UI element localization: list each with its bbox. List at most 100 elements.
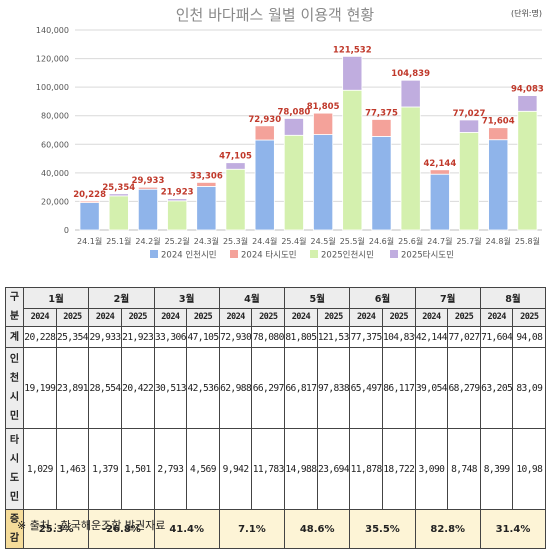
table-cell: 104,839 [381, 326, 416, 348]
month-header: 1월 [22, 287, 90, 309]
table-cell: 11,878 [349, 428, 383, 510]
bar-segment [254, 139, 275, 231]
chart-title: 인천 바다패스 월별 이용객 현황 [176, 6, 375, 24]
table-cell: 11,783 [251, 428, 286, 510]
x-tick-label: 25.3월 [223, 236, 248, 246]
table-cell: 47,105 [186, 326, 220, 348]
y-tick-label: 120,000 [36, 55, 69, 64]
legend: 2024 인천시민 2024 타시도민 2025인천시민 2025타시도민 [150, 250, 454, 261]
source-footnote: ※ 출처 : 한국해운조합 발권자료 [17, 519, 166, 532]
table-cell: 1,501 [120, 428, 155, 510]
row-label: 계 [5, 326, 24, 348]
year-header: 2024 [88, 307, 122, 328]
year-header: 2025 [381, 307, 416, 328]
table-cell: 2,793 [153, 428, 188, 510]
month-header: 8월 [479, 287, 547, 309]
y-tick-label: 40,000 [41, 169, 69, 178]
x-tick-label: 24.4월 [252, 236, 277, 246]
legend-swatch [150, 250, 158, 258]
table-cell: 97,838 [316, 347, 351, 429]
data-label: 33,306 [190, 171, 223, 181]
table-cell: 65,497 [349, 347, 383, 429]
data-label: 71,604 [482, 117, 515, 127]
bar-segment [429, 169, 450, 175]
y-tick-label: 0 [64, 226, 69, 235]
x-tick-label: 24.2월 [135, 236, 160, 246]
table-cell: 19,199 [23, 347, 57, 429]
bar-segment [108, 195, 129, 231]
table-cell: 8,399 [479, 428, 514, 510]
table-cell: 9,942 [218, 428, 253, 510]
bar-segment [108, 193, 129, 197]
table-cell: 21,923 [120, 326, 155, 348]
year-header: 2025 [512, 307, 547, 328]
bar-segment [254, 125, 275, 141]
table-cell: 63,205 [479, 347, 514, 429]
data-label: 21,923 [161, 188, 194, 198]
table-cell: 66,817 [284, 347, 318, 429]
bar-segment [196, 182, 217, 187]
bar-segment [313, 134, 334, 231]
bar-segment [371, 119, 392, 137]
table-row: 인 천 시 민 19,199 23,891 28,554 20,422 30,513 42,536… [5, 347, 547, 429]
year-header: 2024 [23, 307, 57, 328]
legend-swatch [310, 250, 318, 258]
year-header: 2024 [349, 307, 383, 328]
data-label: 94,083 [511, 85, 544, 95]
table-row: 타 시 도 민 1,029 1,463 1,379 1,501 2,793 4,569 9,942 1… [5, 428, 547, 510]
bar-segment [283, 134, 304, 231]
legend-swatch [230, 250, 238, 258]
bar-segment [313, 112, 334, 135]
data-label: 77,027 [453, 109, 486, 119]
x-axis-ticks: 24.1월 25.1월 24.2월 25.2월 24.3월 25.3월 24.4월 25.4월… [77, 236, 540, 246]
bar-segment [371, 136, 392, 231]
month-header: 6월 [349, 287, 416, 309]
data-label: 72,930 [248, 115, 281, 125]
bar-segment [225, 162, 246, 170]
table-cell: 29,933 [88, 326, 122, 348]
bar-segment [400, 106, 421, 231]
legend-label: 2024 타시도민 [241, 250, 297, 261]
table-cell: 23,694 [316, 428, 351, 510]
table-cell: 71,604 [479, 326, 514, 348]
table-cell: 39,054 [414, 347, 449, 429]
table-cell: 86,117 [381, 347, 416, 429]
bar-segment [225, 168, 246, 231]
table-cell: 42,536 [186, 347, 220, 429]
year-header: 2025 [447, 307, 481, 328]
corner-char-2: 분 [9, 311, 20, 322]
table-cell: 33,306 [153, 326, 188, 348]
year-header: 2024 [479, 307, 514, 328]
year-header: 2025 [251, 307, 286, 328]
bar-segment [79, 202, 100, 231]
table-cell: 68,279 [447, 347, 481, 429]
x-tick-label: 24.3월 [194, 236, 219, 246]
table-cell: 83,09 [512, 347, 547, 429]
y-axis-ticks: 0 20,000 40,000 60,000 80,000 100,000 120,000 1… [36, 26, 69, 235]
bar-segment [196, 186, 217, 231]
x-tick-label: 24.5월 [311, 236, 336, 246]
table-cell: 18,722 [381, 428, 416, 510]
bar-segment [488, 139, 509, 231]
table-cell: 28,554 [88, 347, 122, 429]
month-header: 2월 [88, 287, 155, 309]
month-header: 5월 [284, 287, 351, 309]
bar-segment [342, 89, 363, 231]
bar-segment [167, 200, 188, 231]
growth-cell: 35.5% [349, 509, 416, 549]
data-label: 29,933 [132, 176, 165, 186]
x-tick-label: 24.1월 [77, 236, 102, 246]
legend-label: 2024 인천시민 [161, 250, 217, 261]
data-label: 42,144 [423, 159, 456, 169]
table-cell: 14,988 [284, 428, 318, 510]
table-cell: 3,090 [414, 428, 449, 510]
legend-label: 2025인천시민 [321, 250, 374, 261]
table-cell: 23,891 [55, 347, 90, 429]
x-tick-label: 25.5월 [340, 236, 365, 246]
legend-swatch [390, 250, 398, 258]
data-label: 47,105 [219, 152, 252, 162]
year-header: 2024 [218, 307, 253, 328]
y-tick-label: 20,000 [41, 197, 69, 206]
